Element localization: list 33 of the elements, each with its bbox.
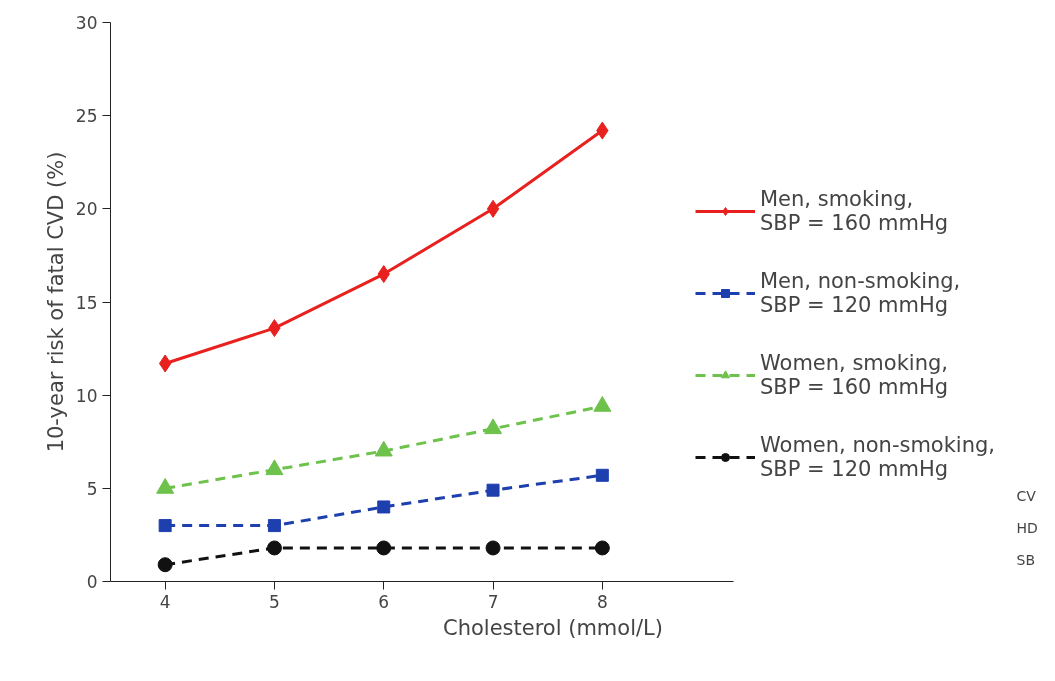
y-tick-label: 15 bbox=[75, 292, 98, 313]
legend-label: Men, smoking, SBP = 160 mmHg bbox=[760, 187, 949, 235]
text: CV bbox=[1016, 487, 1037, 504]
text: SB bbox=[1016, 551, 1035, 568]
point bbox=[485, 540, 501, 556]
y-tick-label: 25 bbox=[75, 106, 98, 127]
y-tick-label: 30 bbox=[75, 13, 98, 33]
point bbox=[595, 468, 609, 482]
x-tick-label: 8 bbox=[596, 591, 608, 612]
point bbox=[377, 500, 391, 514]
legend-label: Women, smoking, SBP = 160 mmHg bbox=[760, 351, 949, 399]
point bbox=[158, 519, 172, 533]
point bbox=[376, 540, 392, 556]
point bbox=[158, 354, 172, 373]
legend-label: Women, non-smoking, SBP = 120 mmHg bbox=[760, 433, 996, 481]
y-tick-label: 10 bbox=[75, 385, 98, 406]
x-tick-label: 4 bbox=[159, 591, 171, 612]
x-axis-title: Cholesterol (mmol/L) bbox=[443, 615, 663, 640]
y-tick-label: 0 bbox=[86, 572, 98, 592]
x-tick-label: 5 bbox=[269, 591, 280, 612]
point bbox=[486, 483, 500, 497]
point bbox=[486, 199, 500, 218]
legend-label: Men, non-smoking, SBP = 120 mmHg bbox=[760, 269, 961, 317]
point bbox=[266, 540, 282, 556]
point bbox=[267, 519, 281, 533]
y-tick-label: 5 bbox=[86, 478, 98, 499]
y-tick-label: 20 bbox=[75, 199, 98, 220]
text: HD bbox=[1016, 519, 1038, 536]
x-tick-label: 7 bbox=[487, 591, 499, 612]
point bbox=[594, 540, 610, 556]
y-axis-title: 10-year risk of fatal CVD (%) bbox=[43, 151, 68, 453]
point bbox=[157, 557, 173, 573]
x-tick-label: 6 bbox=[378, 591, 390, 612]
